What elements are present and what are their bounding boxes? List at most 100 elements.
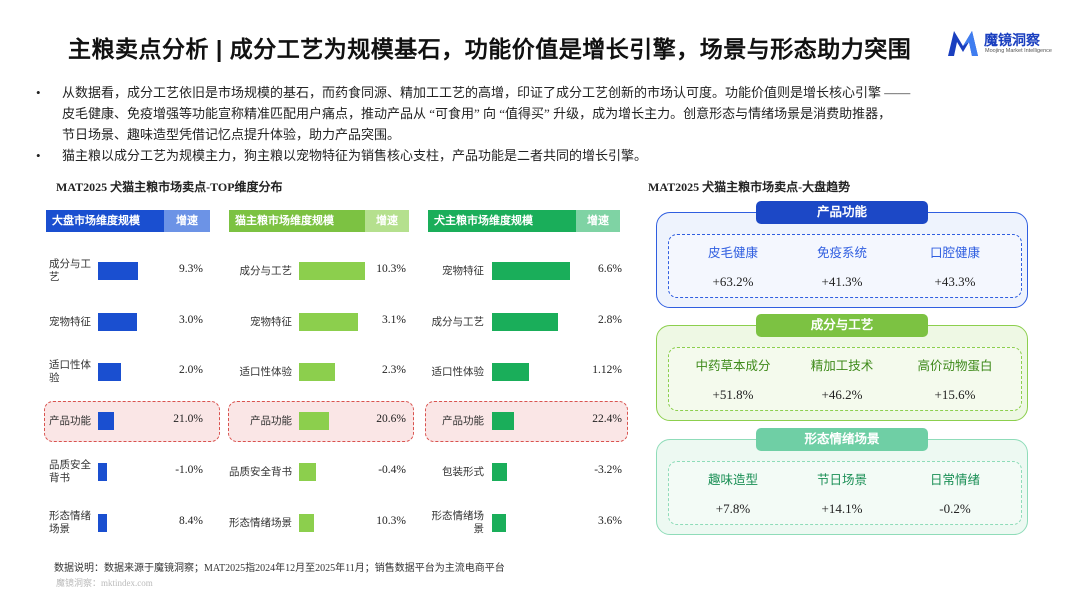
trend-item-value: +7.8% xyxy=(715,501,751,516)
growth-header: 增速 xyxy=(576,210,620,232)
growth-value: 2.8% xyxy=(598,314,622,326)
trend-item-label: 趣味造型 xyxy=(707,473,758,487)
growth-value: 2.0% xyxy=(179,364,203,376)
trend-inner-box xyxy=(668,234,1022,298)
growth-value: 20.6% xyxy=(376,413,406,425)
group-pill: 产品功能 xyxy=(756,201,928,224)
bar xyxy=(299,363,336,381)
bullet-line: 皮毛健康、免疫增强等功能宣称精准匹配用户痛点，推动产品从 “可食用” 向 “值得… xyxy=(62,106,892,121)
bar xyxy=(492,412,515,430)
bar xyxy=(98,412,114,430)
growth-value: 21.0% xyxy=(173,413,203,425)
trend-item-label: 日常情绪 xyxy=(929,473,980,487)
group-pill: 形态情绪场景 xyxy=(756,428,928,451)
highlight-box-product-function xyxy=(425,401,628,442)
bar xyxy=(492,463,507,481)
category-label: 产品功能 xyxy=(250,415,292,427)
bullet-line: 猫主粮以成分工艺为规模主力，狗主粮以宠物特征为销售核心支柱，产品功能是二者共同的… xyxy=(62,148,648,163)
category-label: 适口性体验 xyxy=(431,366,485,378)
trend-item-label: 精加工技术 xyxy=(810,359,874,373)
bar xyxy=(299,313,358,331)
bar xyxy=(299,514,314,532)
summary-bullets: • 从数据看，成分工艺依旧是市场规模的基石，而药食同源、精加工工艺的高增，印证了… xyxy=(36,82,1046,166)
logo: 魔镜洞察 Moojing Market Intelligence xyxy=(946,28,1056,60)
trend-panel xyxy=(656,212,1028,308)
bullet-item: • 从数据看，成分工艺依旧是市场规模的基石，而药食同源、精加工工艺的高增，印证了… xyxy=(36,82,1046,145)
category-label: 适口性体验 xyxy=(239,366,293,378)
trend-item-value: +15.6% xyxy=(934,387,976,402)
group-pill: 成分与工艺 xyxy=(756,314,928,337)
category-label: 成分与工艺 xyxy=(49,259,91,283)
logo-subtitle: Moojing Market Intelligence xyxy=(985,48,1052,54)
category-label: 成分与工艺 xyxy=(431,316,485,328)
category-label: 宠物特征 xyxy=(49,316,91,328)
bar xyxy=(492,313,559,331)
trend-item-value: +43.3% xyxy=(934,274,976,289)
category-label: 形态情绪场景 xyxy=(229,517,292,529)
watermark: 魔镜洞察：mktindex.com xyxy=(56,578,153,588)
trend-item-label: 节日场景 xyxy=(816,473,867,487)
category-label: 宠物特征 xyxy=(250,316,292,328)
logo-name: 魔镜洞察 xyxy=(984,32,1040,48)
trend-item-value: -0.2% xyxy=(939,501,971,516)
panel-header: 猫主粮市场维度规模 xyxy=(229,210,365,232)
bar xyxy=(299,412,329,430)
growth-value: 9.3% xyxy=(179,263,203,275)
trend-item-value: +14.1% xyxy=(821,501,863,516)
bullet-marker: • xyxy=(36,148,41,163)
trend-title: MAT2025 犬猫主粮市场卖点-大盘趋势 xyxy=(648,180,851,194)
trend-item-value: +63.2% xyxy=(712,274,754,289)
category-label: 品质安全背书 xyxy=(49,460,91,484)
trend-item-value: +41.3% xyxy=(821,274,863,289)
bullet-item: • 猫主粮以成分工艺为规模主力，狗主粮以宠物特征为销售核心支柱，产品功能是二者共… xyxy=(36,145,1046,166)
category-label: 成分与工艺 xyxy=(239,265,293,277)
growth-value: 1.12% xyxy=(592,364,622,376)
growth-value: 10.3% xyxy=(376,515,406,527)
growth-header: 增速 xyxy=(164,210,210,232)
bar xyxy=(492,514,506,532)
bar-chart-title: MAT2025 犬猫主粮市场卖点-TOP维度分布 xyxy=(56,180,283,194)
bar xyxy=(98,463,108,481)
category-label: 产品功能 xyxy=(49,415,91,427)
category-label: 品质安全背书 xyxy=(229,466,292,478)
growth-value: 3.6% xyxy=(598,515,622,527)
category-label: 包装形式 xyxy=(442,466,484,478)
bar xyxy=(98,262,138,280)
growth-value: -3.2% xyxy=(594,464,622,476)
bullet-line: 从数据看，成分工艺依旧是市场规模的基石，而药食同源、精加工工艺的高增，印证了成分… xyxy=(62,85,911,100)
growth-value: 2.3% xyxy=(382,364,406,376)
panel-header: 犬主粮市场维度规模 xyxy=(428,210,576,232)
trend-item-label: 皮毛健康 xyxy=(707,246,758,260)
growth-value: 3.1% xyxy=(382,314,406,326)
trend-item-label: 高价动物蛋白 xyxy=(917,359,993,373)
data-source-note: 数据说明：数据来源于魔镜洞察；MAT2025指2024年12月至2025年11月… xyxy=(54,563,505,574)
page-title: 主粮卖点分析 | 成分工艺为规模基石，功能价值是增长引擎，场景与形态助力突围 xyxy=(68,36,912,62)
bar xyxy=(492,262,570,280)
category-label: 适口性体验 xyxy=(49,360,91,384)
bar xyxy=(98,363,121,381)
trend-item-label: 免疫系统 xyxy=(816,246,867,260)
trend-inner-box xyxy=(668,461,1022,525)
trend-item-value: +51.8% xyxy=(712,387,754,402)
growth-header: 增速 xyxy=(365,210,409,232)
trend-item-label: 中药草本成分 xyxy=(695,359,771,373)
trend-item-value: +46.2% xyxy=(821,387,863,402)
category-label: 宠物特征 xyxy=(442,265,484,277)
trend-inner-box xyxy=(668,347,1022,411)
bullet-marker: • xyxy=(36,85,41,100)
trend-item-label: 口腔健康 xyxy=(929,246,980,260)
bar xyxy=(98,313,137,331)
highlight-box-product-function xyxy=(44,401,220,442)
growth-value: -0.4% xyxy=(378,464,406,476)
growth-value: 10.3% xyxy=(376,263,406,275)
bar xyxy=(492,363,530,381)
bar xyxy=(98,514,108,532)
logo-m-icon xyxy=(948,31,978,56)
category-label: 产品功能 xyxy=(442,415,484,427)
growth-value: 6.6% xyxy=(598,263,622,275)
bar xyxy=(299,262,365,280)
bullet-line: 节日场景、趣味造型凭借记忆点提升体验，助力产品突围。 xyxy=(62,127,401,142)
growth-value: -1.0% xyxy=(175,464,203,476)
trend-panel xyxy=(656,439,1028,535)
growth-value: 22.4% xyxy=(592,413,622,425)
